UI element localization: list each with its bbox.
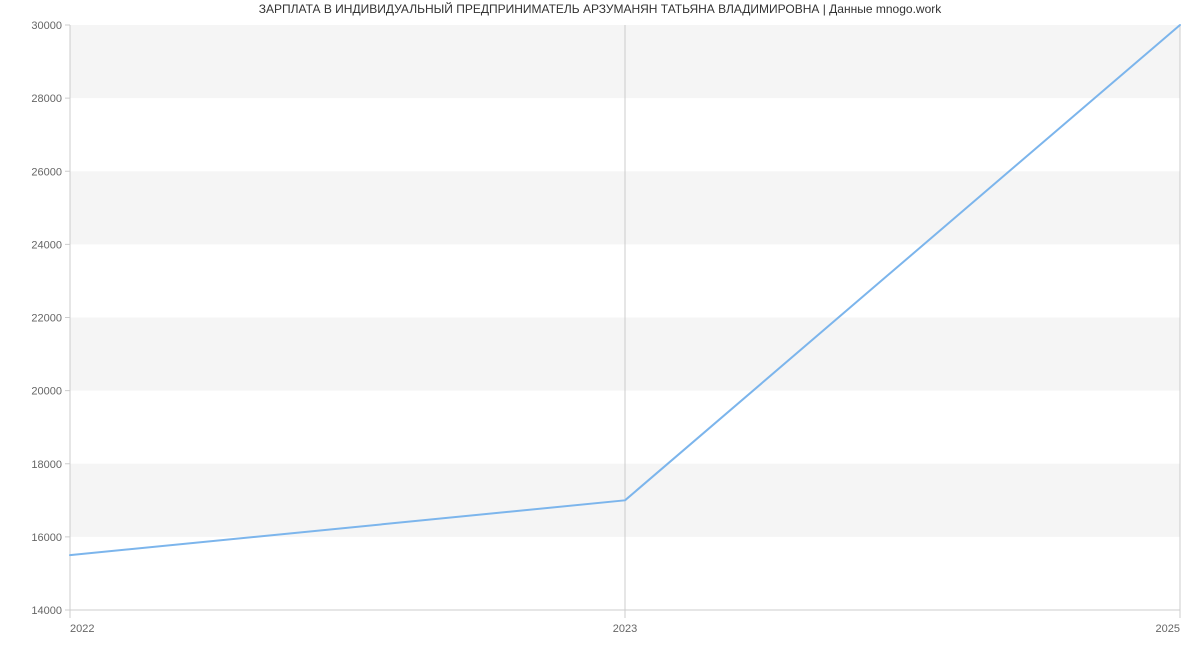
- y-tick-label: 24000: [31, 239, 62, 251]
- y-tick-label: 18000: [31, 459, 62, 471]
- y-tick-label: 28000: [31, 93, 62, 105]
- y-tick-label: 20000: [31, 386, 62, 398]
- chart-title: ЗАРПЛАТА В ИНДИВИДУАЛЬНЫЙ ПРЕДПРИНИМАТЕЛ…: [0, 2, 1200, 16]
- salary-line-chart: ЗАРПЛАТА В ИНДИВИДУАЛЬНЫЙ ПРЕДПРИНИМАТЕЛ…: [0, 0, 1200, 650]
- chart-svg: 14000 16000 18000 20000 22000 24000 26000 28000…: [0, 0, 1200, 650]
- x-tick-label: 2023: [613, 623, 637, 635]
- y-tick-label: 26000: [31, 166, 62, 178]
- x-tick-label: 2022: [70, 623, 94, 635]
- x-tick-label: 2025: [1156, 623, 1180, 635]
- y-tick-label: 30000: [31, 20, 62, 32]
- y-tick-label: 16000: [31, 532, 62, 544]
- y-tick-label: 22000: [31, 313, 62, 325]
- y-tick-label: 14000: [31, 605, 62, 617]
